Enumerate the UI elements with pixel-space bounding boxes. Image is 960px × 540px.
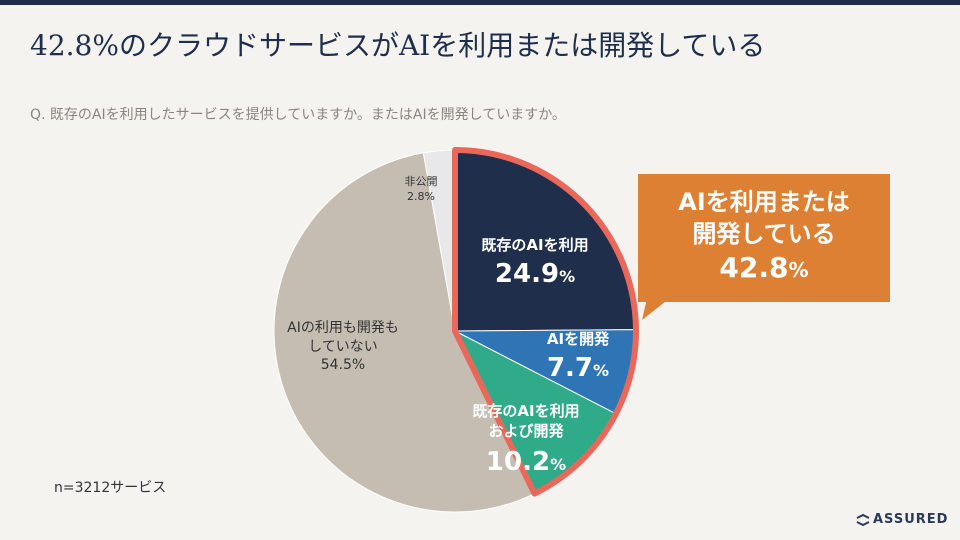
slice-percent-0: % [559,267,575,286]
highlight-outline [452,147,639,497]
callout-line-2: 開発している [692,220,836,248]
slice-label-1: AIを開発 [547,330,610,348]
slice-percent-1: % [593,361,609,380]
page-title: 42.8%のクラウドサービスがAIを利用または開発している [30,29,766,62]
slice-label-2: および開発 [488,422,564,440]
survey-question: Q. 既存のAIを利用したサービスを提供していますか。またはAIを開発しています… [30,107,566,123]
callout-number: 42.8 [719,251,789,284]
slice-value-3: 54.5% [321,357,365,373]
slice-label-2: 既存のAIを利用 [472,402,579,420]
assured-logo: ASSURED [856,512,948,527]
callout-percent: % [788,258,809,282]
slice-label-3: していない [308,339,378,355]
top-accent-bar [0,0,960,5]
sample-size-note: n=3212サービス [54,480,167,496]
callout-line-1: AIを利用または [678,188,850,216]
pie-slice-3 [273,152,536,513]
slice-value-4: 2.8% [407,190,435,203]
assured-logo-icon [856,513,870,526]
slice-label-3: AIの利用も開発も [287,320,399,336]
logo-text: ASSURED [873,512,949,527]
slice-label-0: 既存のAIを利用 [481,236,588,254]
highlight-callout: AIを利用または 開発している 42.8% [638,174,890,302]
slice-label-4: 非公開 [405,175,438,188]
slice-percent-2: % [550,455,566,474]
callout-value: 42.8% [638,250,890,288]
